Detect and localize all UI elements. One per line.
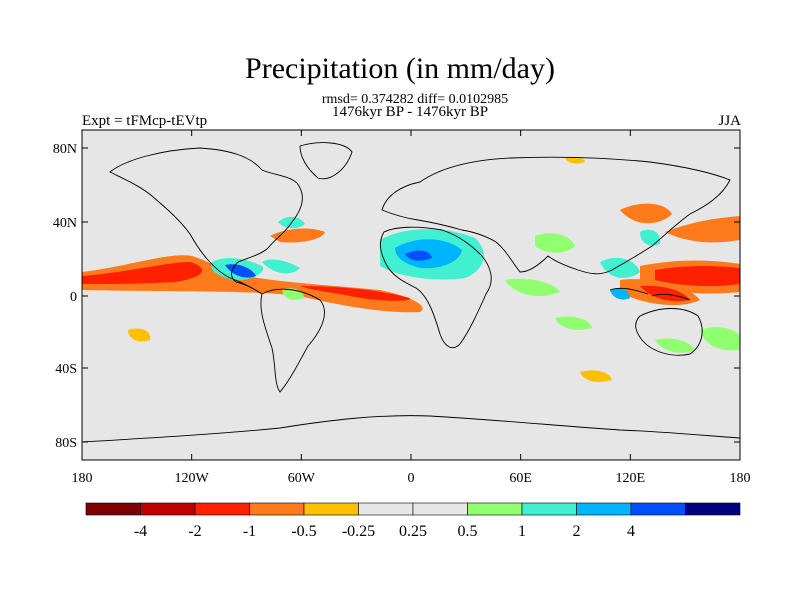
anomaly-india-wet: [535, 233, 575, 253]
colorbar-label: -2: [188, 523, 201, 540]
anomaly-caribbean-wet: [262, 259, 300, 274]
coastlines: [82, 142, 740, 443]
colorbar-swatch: [630, 502, 686, 516]
anomaly-east-asia-dry: [620, 203, 672, 224]
colorbar-label: 2: [573, 523, 581, 540]
colorbar-swatch: [685, 502, 741, 516]
lon-tick-label: 60W: [288, 471, 316, 486]
anomaly-south-pacific-east-dry: [128, 328, 151, 342]
anomaly-east-pacific-strong-dry: [82, 262, 203, 284]
colorbar-swatch: [358, 502, 414, 516]
colorbar-label: -1: [243, 523, 256, 540]
colorbar-label: -0.5: [291, 523, 316, 540]
period-line: 1476kyr BP - 1476kyr BP: [331, 104, 489, 120]
anomaly-arabian-sea-wet: [505, 278, 560, 296]
coast-australia: [635, 308, 703, 356]
colorbar-swatch: [576, 502, 632, 516]
lon-tick-label: 120W: [175, 471, 210, 486]
lon-tick-label: 0: [408, 471, 415, 486]
lat-tick-label: 40S: [55, 362, 77, 377]
anomaly-sahel-core-wet: [405, 250, 432, 261]
anomaly-west-pacific-strong-dry: [655, 266, 740, 287]
colorbar-label: 0.5: [458, 523, 478, 540]
anomaly-fields: [82, 156, 740, 382]
colorbar-swatch: [194, 502, 250, 516]
coast-africa: [379, 226, 492, 348]
lat-tick-label: 40N: [53, 216, 77, 231]
stats-line: rmsd= 0.374282 diff= 0.0102985: [321, 92, 509, 107]
colorbar-swatch: [467, 502, 523, 516]
coast-indonesia: [609, 287, 691, 301]
anomaly-australia-wet: [655, 338, 695, 353]
season-label: JJA: [718, 113, 741, 129]
coast-greenland: [299, 142, 353, 180]
anomaly-philippines-wet: [640, 229, 661, 246]
anomaly-southern-ocean-dry: [580, 370, 612, 382]
colorbar: -4 -2 -1 -0.5 -0.25 0.25 0.5 1 2 4: [85, 502, 741, 540]
colorbar-swatch: [85, 502, 141, 516]
anomaly-north-pacific-dry: [665, 216, 740, 243]
lon-tick-label: 60E: [509, 471, 532, 486]
axis-ticks: 80N 40N 0 40S 80S 180 120W 60W 0 60E 120E 180: [53, 130, 751, 486]
lat-tick-label: 80N: [53, 142, 77, 157]
colorbar-label: 4: [627, 523, 635, 540]
colorbar-swatch: [140, 502, 196, 516]
colorbar-label: 0.25: [399, 523, 427, 540]
lon-tick-label: 120E: [616, 471, 646, 486]
colorbar-label: -0.25: [342, 523, 375, 540]
colorbar-swatch: [249, 502, 305, 516]
coast-europe-asia: [381, 156, 731, 275]
experiment-label: Expt = tFMcp-tEVtp: [82, 113, 208, 129]
lat-tick-label: 0: [70, 290, 77, 305]
coast-south-america: [260, 288, 325, 393]
colorbar-swatch: [412, 502, 468, 516]
colorbar-swatch: [521, 502, 577, 516]
coast-antarctica: [82, 415, 740, 443]
anomaly-indian-ocean-wet: [555, 316, 592, 330]
coast-north-america: [109, 147, 303, 295]
anomaly-south-china-sea-wet: [600, 257, 640, 278]
anomaly-tropical-atlantic-dry: [300, 286, 411, 301]
anomaly-arctic-dry: [565, 156, 585, 164]
anomaly-south-pacific-wet: [700, 327, 740, 351]
lon-tick-label: 180: [72, 471, 93, 486]
colorbar-label: -4: [134, 523, 147, 540]
anomaly-maritime-continent-strong-dry: [640, 285, 690, 302]
colorbar-label: 1: [518, 523, 526, 540]
lon-tick-label: 180: [730, 471, 751, 486]
colorbar-swatch: [303, 502, 359, 516]
lat-tick-label: 80S: [55, 436, 77, 451]
chart-title: Precipitation (in mm/day): [245, 52, 555, 85]
anomaly-southeast-asia-wet: [610, 288, 630, 300]
anomaly-central-america-strong-wet: [225, 264, 256, 278]
